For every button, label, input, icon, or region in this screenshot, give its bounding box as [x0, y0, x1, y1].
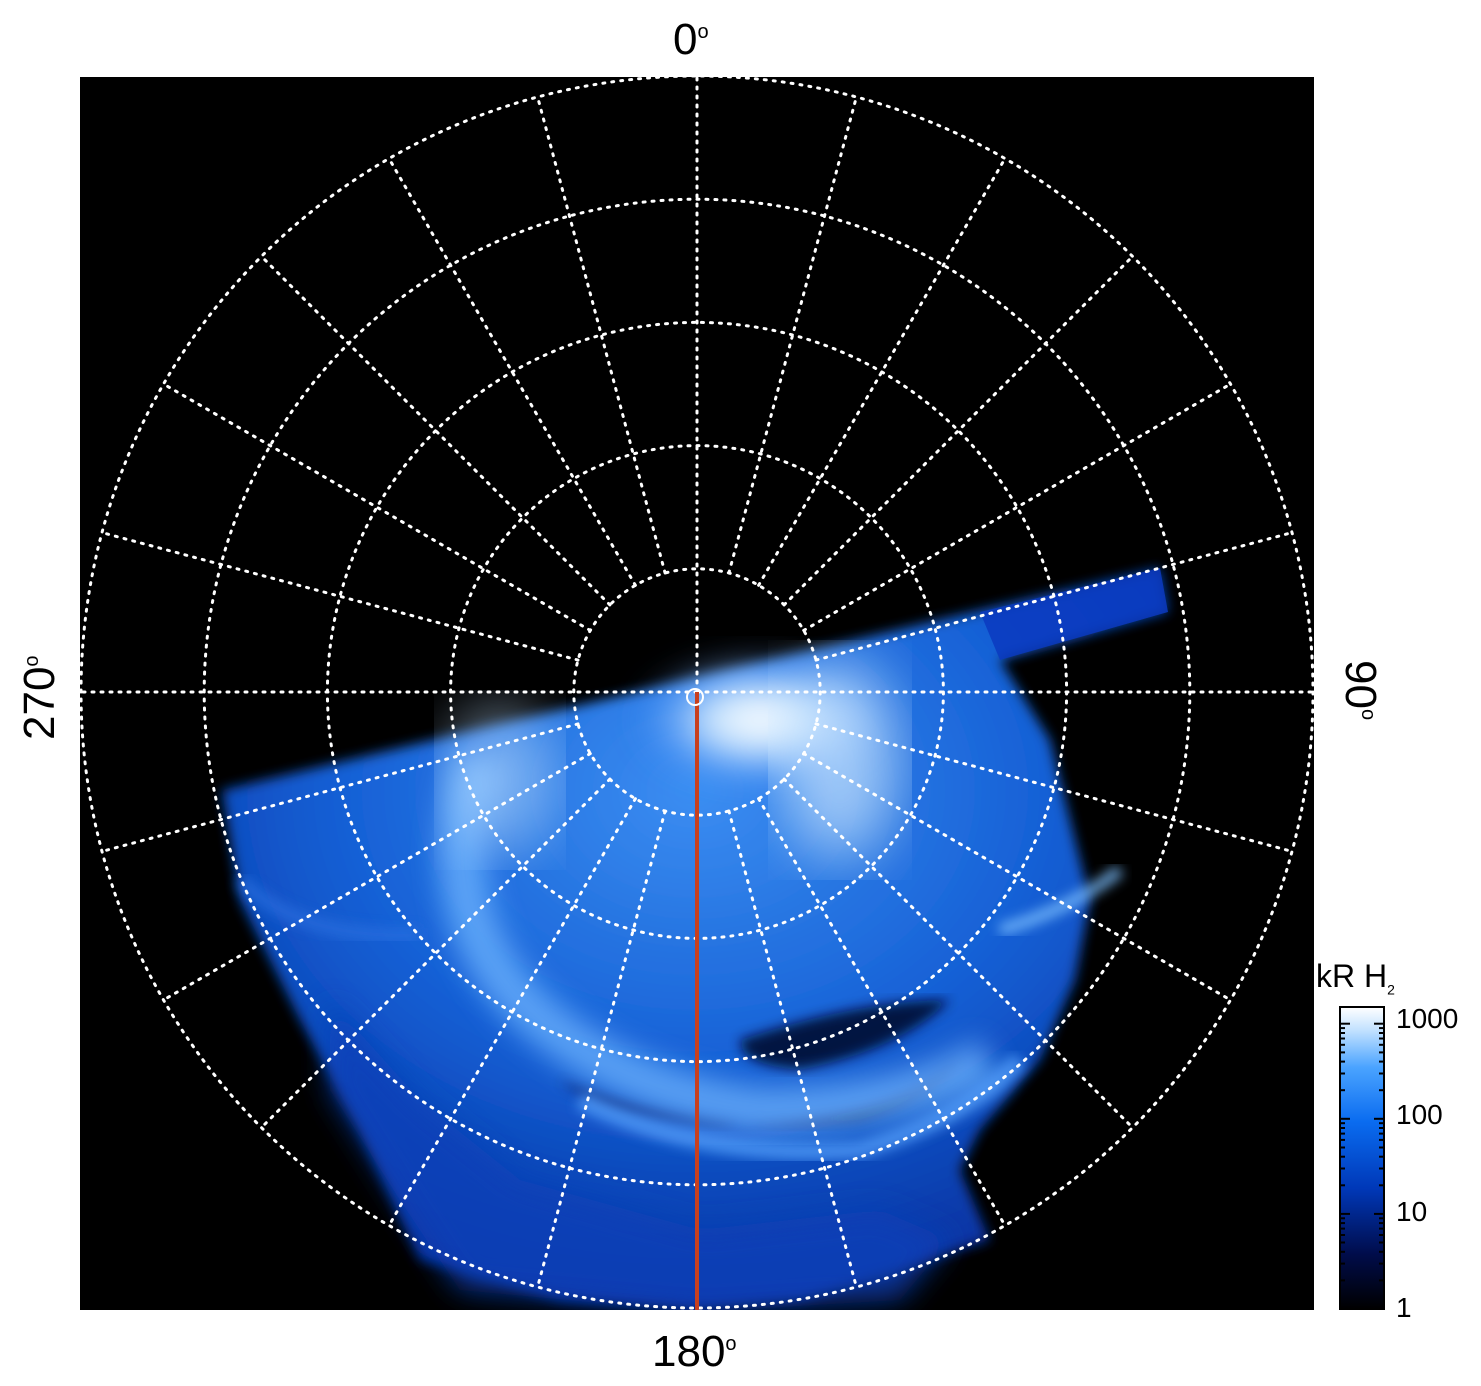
colorbar-title: kR H2: [1316, 958, 1395, 997]
colorbar-title-subscript: 2: [1387, 981, 1395, 998]
polar-grid: [79, 74, 1315, 1310]
colorbar-tick-label: 10: [1396, 1196, 1428, 1227]
degree-symbol: o: [1357, 708, 1379, 721]
meridian-line: [727, 95, 858, 575]
aurora-main-oval: [439, 752, 1002, 1134]
aurora-dusk-bright-band: [445, 705, 555, 855]
aurora-upper-strip: [980, 568, 1168, 660]
aurora-dawn-streak: [998, 865, 1124, 936]
meridian-line: [162, 382, 592, 632]
aurora-dawn-bright-band: [780, 660, 900, 860]
meridian-line: [387, 157, 637, 587]
meridian-line: [757, 797, 1007, 1227]
meridian-line: [782, 254, 1135, 607]
angle-label-left-value: 270: [15, 666, 64, 740]
meridian-line: [802, 382, 1232, 632]
meridian-line: [536, 809, 667, 1289]
meridian-line: [387, 797, 637, 1227]
meridian-line: [782, 777, 1135, 1130]
colorbar-tick-label: 1000: [1396, 1003, 1459, 1034]
latitude-ring: [572, 567, 822, 817]
pole-marker: [686, 688, 704, 706]
meridian-line: [100, 722, 580, 853]
colorbar-tick-label: 100: [1396, 1099, 1443, 1130]
latitude-ring: [79, 74, 1315, 1310]
meridian-line: [802, 752, 1232, 1002]
meridian-line: [100, 531, 580, 662]
meridian-line: [259, 777, 612, 1130]
aurora-diffuse-halo: [330, 1000, 950, 1310]
angle-label-left: 270o: [15, 655, 64, 740]
meridian-line: [757, 157, 1007, 587]
degree-symbol: o: [725, 1333, 737, 1355]
angle-label-top-value: 0: [673, 15, 698, 64]
degree-symbol: o: [21, 655, 43, 667]
meridian-line: [814, 531, 1294, 662]
colorbar-tick-label: 1: [1396, 1292, 1412, 1323]
meridian-line: [259, 254, 612, 607]
angle-label-right-value: 90: [1336, 660, 1385, 709]
colorbar-title-main: kR H: [1316, 958, 1388, 994]
angle-label-bottom: 180o: [652, 1330, 737, 1374]
meridian-line: [814, 722, 1294, 853]
meridian-line: [162, 752, 592, 1002]
angle-label-right: 90o: [1336, 660, 1385, 721]
aurora-outer-arc: [575, 1053, 1027, 1161]
angle-label-bottom-value: 180: [652, 1327, 726, 1376]
degree-symbol: o: [697, 21, 709, 43]
aurora-dark-spot: [740, 1000, 950, 1070]
aurora-left-arc: [235, 874, 421, 943]
colorbar-gradient: [1339, 1006, 1385, 1310]
angle-label-top: 0o: [673, 18, 709, 62]
colorbar-tick-marks: [1340, 1022, 1384, 1310]
meridian-line: [727, 809, 858, 1289]
meridian-line: [536, 95, 667, 575]
